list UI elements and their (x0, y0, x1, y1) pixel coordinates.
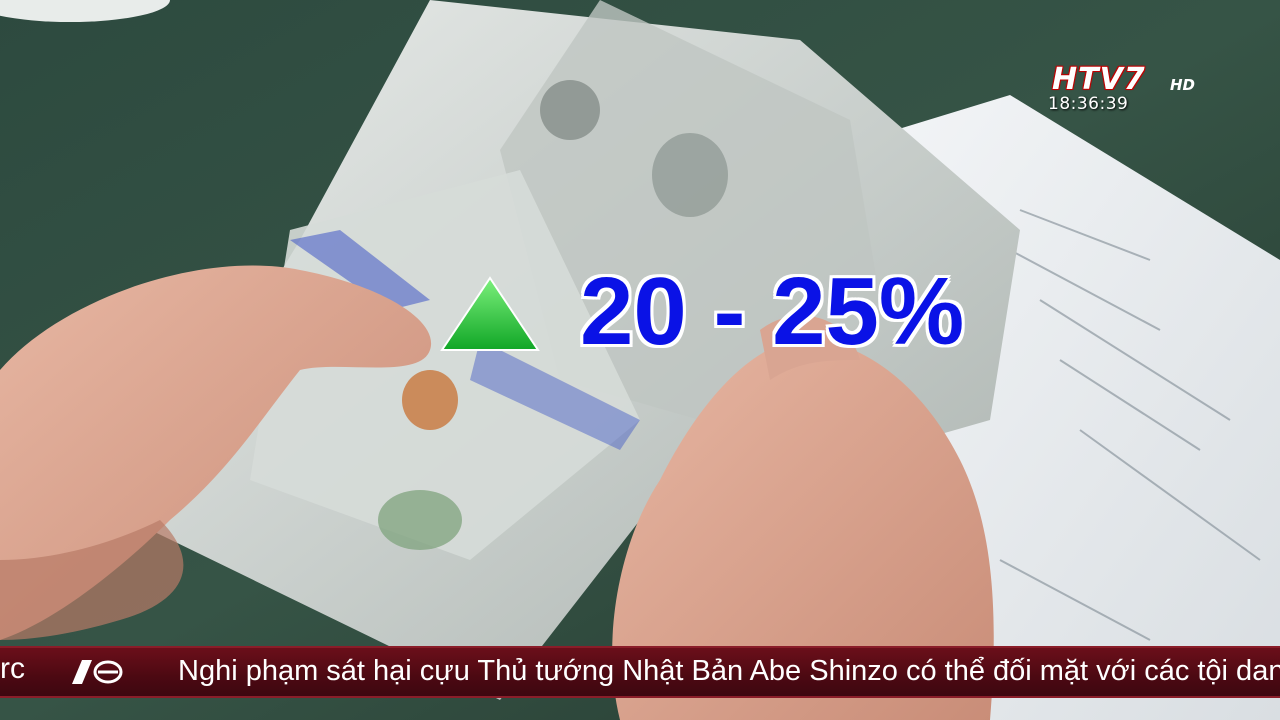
channel-logo-text: HTV7 (1052, 62, 1146, 97)
ticker-previous-fragment: rc (0, 652, 25, 685)
channel-logo: HTV7 HD (1044, 60, 1204, 98)
up-triangle-icon (440, 276, 540, 351)
tv-logo-icon (72, 660, 123, 684)
news-ticker: rc Nghi phạm sát hại cựu Thủ tướng Nhật … (0, 646, 1280, 698)
percentage-overlay: 20 - 25% (440, 262, 1040, 362)
percentage-range-text: 20 - 25% (580, 258, 965, 365)
hd-badge: HD (1170, 76, 1196, 94)
broadcast-clock: 18:36:39 (1048, 94, 1129, 114)
ticker-headline: Nghi phạm sát hại cựu Thủ tướng Nhật Bản… (178, 655, 1280, 687)
